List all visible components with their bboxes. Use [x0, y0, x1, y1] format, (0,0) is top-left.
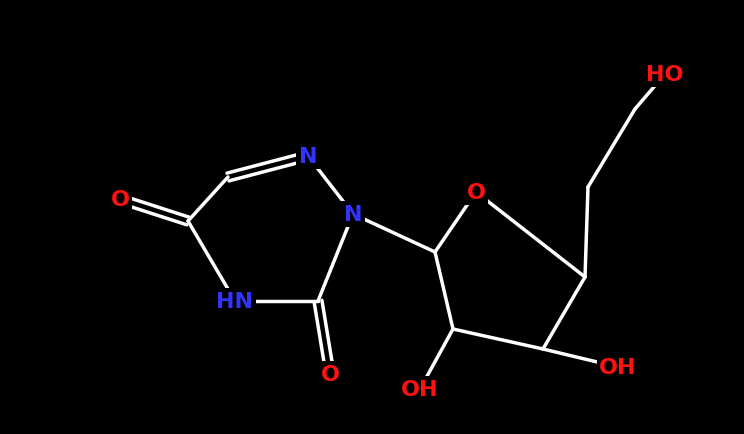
Text: OH: OH [599, 357, 637, 377]
Text: N: N [299, 147, 317, 167]
Text: N: N [344, 204, 362, 224]
Text: OH: OH [401, 379, 439, 399]
Text: O: O [466, 183, 486, 203]
Text: O: O [111, 190, 129, 210]
Text: HO: HO [647, 65, 684, 85]
Text: HN: HN [217, 291, 254, 311]
Text: O: O [321, 364, 339, 384]
